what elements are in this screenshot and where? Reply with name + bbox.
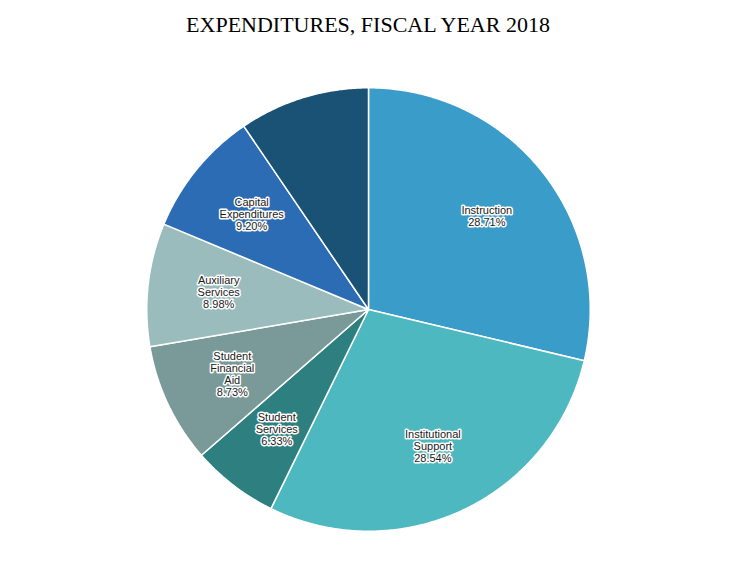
svg-text:StudentServices6.33%: StudentServices6.33% [256, 411, 299, 447]
html-text:EXPENDITURES, FISCAL YEAR 2018: EXPENDITURES, FISCAL YEAR 2018 [186, 12, 550, 37]
svg-text:StudentFinancialAid8.73%: StudentFinancialAid8.73% [210, 350, 254, 398]
svg-text:CapitalExpenditures9.20%: CapitalExpenditures9.20% [220, 196, 285, 232]
svg-text:AuxiliaryServices8.98%: AuxiliaryServices8.98% [198, 274, 241, 310]
svg-text:Instruction28.71%: Instruction28.71% [461, 204, 512, 228]
svg-text:InstitutionalSupport28.54%: InstitutionalSupport28.54% [405, 428, 461, 464]
